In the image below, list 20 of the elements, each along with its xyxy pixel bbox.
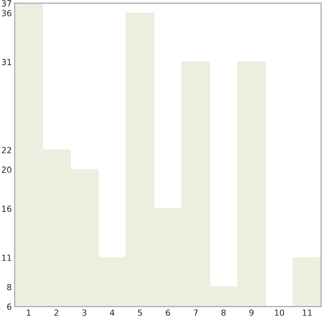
x-tick-label: 4 bbox=[110, 310, 114, 316]
x-tick-label: 8 bbox=[222, 309, 226, 316]
x-tick-label: 1 bbox=[26, 310, 30, 316]
y-tick-label: 16 bbox=[2, 206, 12, 212]
y-tick-label: 37 bbox=[2, 0, 12, 6]
y-tick-label: 8 bbox=[7, 284, 12, 290]
x-tick-label: 11 bbox=[302, 310, 312, 316]
y-tick-label: 20 bbox=[2, 166, 12, 173]
x-tick-label: 2 bbox=[54, 309, 58, 316]
x-tick-label: 6 bbox=[166, 309, 170, 316]
y-tick-label: 36 bbox=[2, 10, 12, 16]
x-tick-label: 5 bbox=[138, 310, 142, 316]
y-tick-label: 11 bbox=[2, 254, 12, 261]
x-tick-label: 7 bbox=[194, 310, 198, 316]
y-tick-label: 31 bbox=[2, 58, 12, 66]
x-tick-label: 10 bbox=[274, 309, 284, 316]
y-tick-label: 6 bbox=[7, 304, 12, 310]
x-tick-label: 9 bbox=[249, 309, 254, 316]
x-tick-label: 3 bbox=[82, 309, 86, 316]
y-tick-label: 22 bbox=[2, 146, 12, 154]
